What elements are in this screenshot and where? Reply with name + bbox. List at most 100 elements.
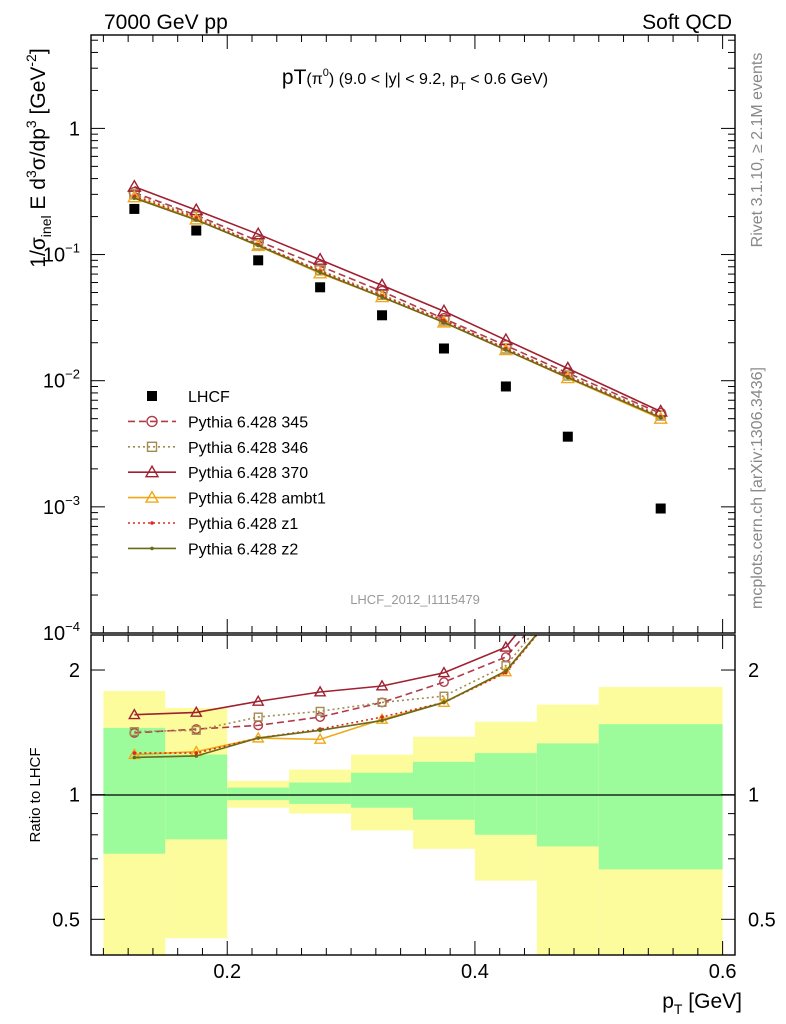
ratio-marker-p345-5 — [439, 677, 449, 688]
x-tick-label: 0.2 — [213, 961, 241, 983]
legend-marker-data — [147, 391, 157, 401]
marker-data-2 — [253, 255, 264, 266]
marker-z2-4 — [380, 295, 384, 299]
ratio-marker-z2-0 — [132, 755, 137, 760]
ratio-marker-p346-3 — [315, 706, 325, 716]
legend-label-z2: Pythia 6.428 z2 — [188, 541, 298, 558]
mcplots-source-label: mcplots.cern.ch [arXiv:1306.3436] — [749, 367, 766, 609]
legend: LHCF Pythia 6.428 345 Pythia 6.428 346 Pyth… — [128, 389, 326, 558]
legend-label-ambt1: Pythia 6.428 ambt1 — [188, 491, 326, 508]
ratio-marker-p370-5 — [437, 666, 451, 678]
legend-marker-p370 — [144, 464, 160, 478]
marker-p370-3 — [312, 252, 328, 265]
ratio-y-axis: 0.5 0.5 1 1 2 2 — [52, 660, 776, 931]
marker-data-1 — [191, 225, 202, 236]
ratio-y-tick-label-right: 0.5 — [748, 909, 776, 931]
legend-marker-p346 — [146, 441, 158, 452]
ratio-marker-z2-2 — [256, 736, 260, 740]
band-inner-3 — [289, 782, 352, 804]
ratio-marker-z2-6 — [504, 669, 508, 673]
marker-data-8 — [655, 503, 666, 514]
spectrum-y-axis: 10−4 10−3 10−2 10−1 1 — [43, 39, 735, 645]
marker-data-6 — [500, 381, 511, 392]
ratio-y-tick-label: 0.5 — [52, 909, 80, 931]
ratio-marker-ambt1-4 — [375, 712, 389, 724]
y-tick-label: 10−3 — [43, 493, 80, 519]
ratio-marker-p345-6 — [500, 652, 511, 662]
marker-ambt1-3 — [312, 265, 328, 279]
marker-ambt1-7 — [560, 370, 576, 384]
marker-z2-8 — [658, 415, 663, 420]
y-tick-label: 10−2 — [43, 367, 80, 393]
x-tick-label: 0.6 — [709, 961, 737, 983]
spectrum-y-axis-title: 1/σinel E d3σ/dp3 [GeV-2] — [23, 48, 54, 267]
ratio-marker-p370-3 — [313, 685, 327, 697]
legend-marker-p345 — [146, 415, 158, 428]
legend-label-p370: Pythia 6.428 370 — [188, 465, 308, 482]
ratio-marker-ambt1-3 — [313, 732, 327, 744]
ratio-y-tick-label: 2 — [69, 660, 80, 682]
y-tick-label: 1 — [69, 118, 80, 140]
ratio-line-z2 — [134, 635, 538, 759]
ratio-marker-p346-1 — [191, 725, 201, 735]
band-inner-0 — [103, 727, 166, 854]
legend-marker-z2 — [150, 546, 154, 551]
ratio-marker-p346-2 — [253, 712, 263, 722]
marker-z2-3 — [318, 270, 322, 275]
band-inner-6 — [474, 753, 537, 835]
ratio-marker-z2-3 — [318, 728, 322, 733]
band-inner-2 — [227, 787, 290, 801]
ratio-marker-p370-1 — [189, 705, 203, 717]
marker-data-0 — [129, 203, 140, 214]
ratio-marker-p346-5 — [439, 691, 449, 701]
band-inner-4 — [351, 772, 413, 808]
x-axis: 0.2 0.4 0.6 — [102, 35, 737, 983]
series-line-z1 — [134, 195, 662, 418]
legend-marker-z1 — [150, 521, 154, 525]
ratio-marker-z1-4 — [380, 715, 384, 719]
legend-marker-ambt1 — [144, 490, 160, 503]
plot-title: pT(π0) (9.0 < |y| < 9.2, pT < 0.6 GeV) — [282, 66, 548, 93]
marker-data-7 — [562, 431, 573, 442]
spectrum-series-layer — [127, 179, 668, 514]
ratio-marker-p346-0 — [129, 727, 139, 737]
spectrum-frame — [90, 34, 736, 634]
header-process-label: Soft QCD — [642, 11, 732, 34]
ratio-line-p345 — [134, 635, 527, 734]
marker-z2-0 — [132, 196, 137, 200]
ratio-marker-p370-6 — [499, 640, 513, 652]
marker-ambt1-0 — [127, 189, 142, 203]
marker-z2-6 — [504, 348, 508, 352]
legend-label-data: LHCF — [188, 389, 230, 406]
x-tick-label: 0.4 — [461, 961, 489, 983]
ratio-marker-z2-4 — [380, 718, 384, 723]
ratio-y-tick-label-right: 1 — [748, 785, 759, 807]
ratio-marker-p370-0 — [128, 708, 141, 720]
legend-label-p346: Pythia 6.428 346 — [188, 440, 308, 457]
legend-label-p345: Pythia 6.428 345 — [188, 414, 308, 431]
band-inner-5 — [413, 761, 475, 820]
x-axis-title: pT [GeV] — [662, 990, 742, 1017]
ratio-marker-ambt1-6 — [499, 665, 513, 677]
marker-z2-5 — [442, 320, 446, 325]
ratio-series-layer — [128, 635, 538, 760]
series-line-ambt1 — [134, 196, 662, 420]
marker-data-3 — [315, 282, 326, 293]
band-inner-1 — [165, 754, 228, 840]
ratio-marker-p345-3 — [315, 712, 326, 722]
ratio-line-p370 — [134, 635, 517, 716]
marker-z2-1 — [194, 218, 199, 222]
y-tick-label: 10−1 — [43, 241, 80, 267]
series-line-p370 — [134, 185, 662, 413]
ratio-marker-z2-5 — [442, 700, 446, 705]
ratio-marker-z1-0 — [132, 751, 137, 755]
ratio-y-tick-label: 1 — [69, 785, 80, 807]
marker-data-4 — [377, 310, 388, 321]
rivet-version-label: Rivet 3.1.10, ≥ 2.1M events — [749, 53, 766, 248]
marker-data-5 — [438, 343, 449, 354]
ratio-marker-p346-4 — [377, 697, 387, 707]
analysis-id-label: LHCF_2012_I1115479 — [350, 592, 480, 607]
ratio-y-tick-label-right: 2 — [748, 660, 759, 682]
ratio-marker-p370-2 — [251, 694, 265, 706]
